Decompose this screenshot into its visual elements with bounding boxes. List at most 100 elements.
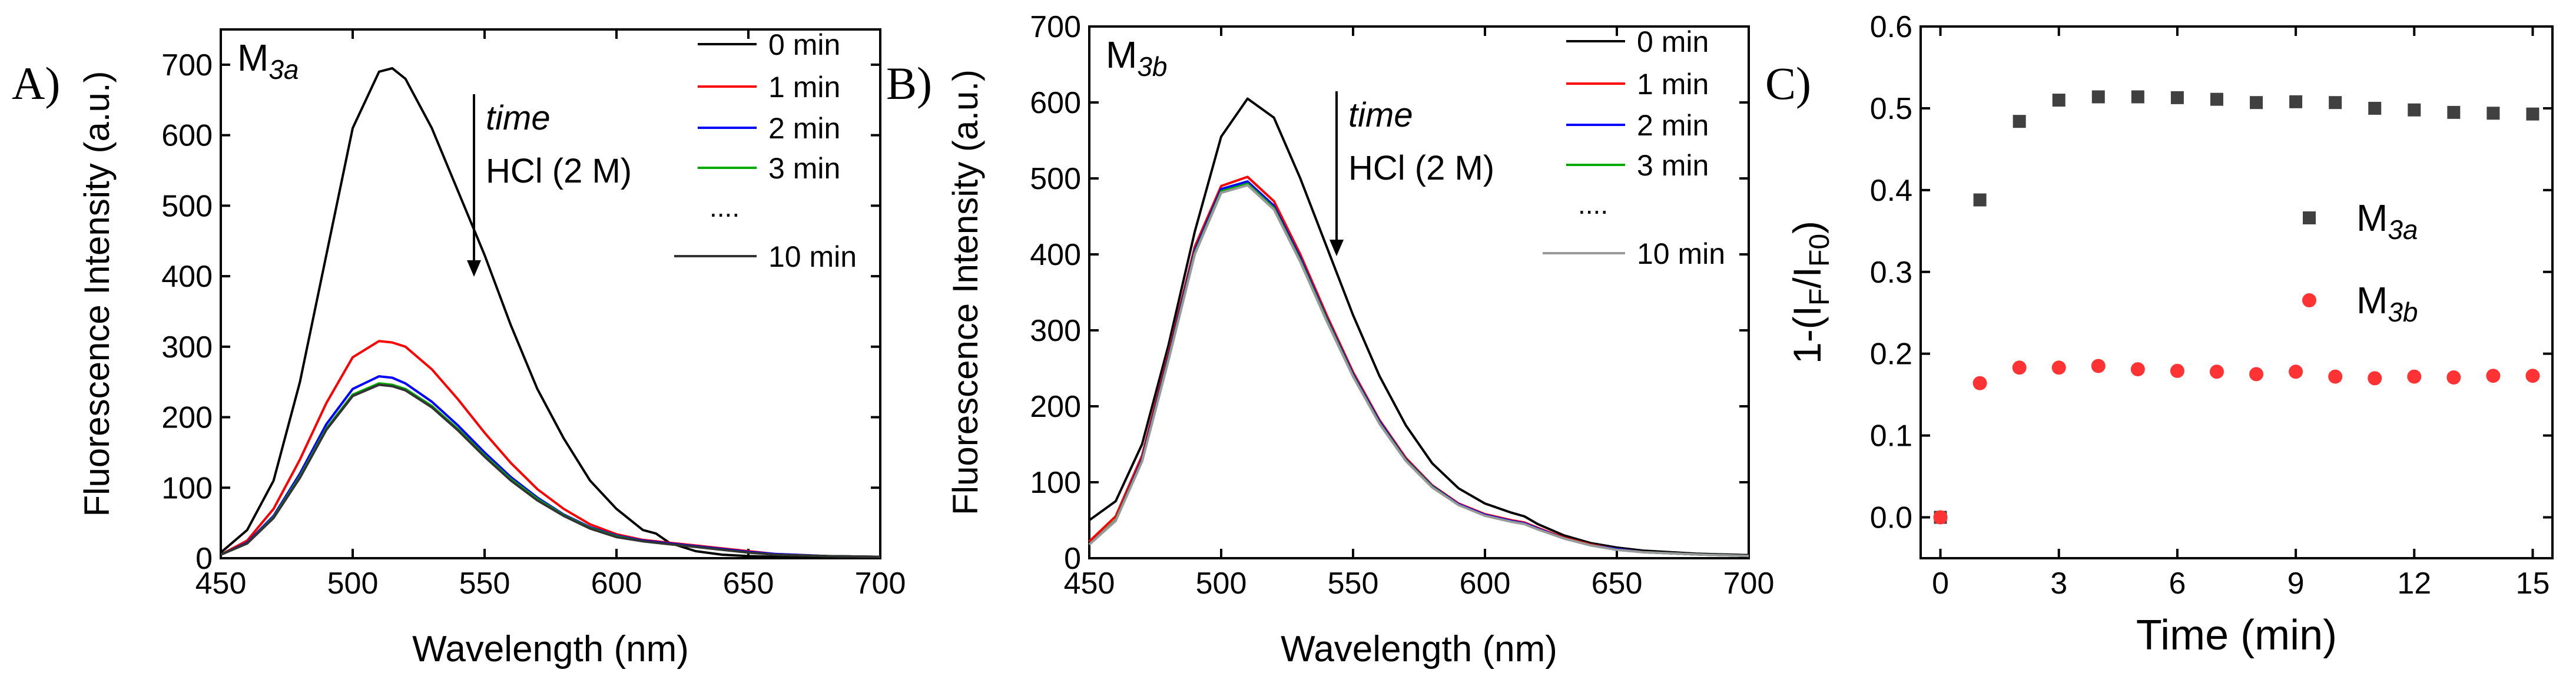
point-3b [2012, 360, 2027, 375]
annotation-acid: HCl (2 M) [486, 152, 632, 190]
legend-label: 10 min [1637, 237, 1725, 270]
legend-label: M3a [2356, 197, 2418, 245]
y-tick-label: 300 [161, 330, 213, 364]
annotation-time: time [486, 99, 551, 137]
point-3b [2091, 359, 2106, 373]
curve-2-min [220, 375, 881, 558]
x-axis-label: Time (min) [2136, 612, 2337, 659]
legend-marker [2302, 293, 2316, 307]
y-tick-label: 0 [195, 542, 213, 576]
legend-label-main: M [2356, 279, 2388, 322]
x-tick-label: 6 [2169, 566, 2186, 601]
legend-label-sub: 3a [2388, 214, 2418, 245]
y-tick-label: 100 [1030, 466, 1081, 500]
x-tick-label: 600 [591, 566, 642, 601]
x-tick-label: 700 [855, 566, 906, 601]
point-3b [2130, 362, 2145, 377]
sample-label: M3b [1106, 34, 1167, 82]
annotation-acid: HCl (2 M) [1348, 149, 1494, 187]
point-3a [2052, 94, 2066, 107]
panel-2: B) 450 500 550 600 650 700 0 100 200 300 400 500 600 7… [886, 10, 1774, 670]
legend-ellipsis: .... [1578, 189, 1608, 220]
panel-1: A) 450 500 550 600 650 700 0 100 200 300 400 500 600 7… [12, 28, 906, 670]
x-tick-label: 500 [1196, 566, 1247, 601]
y-axis-label: Fluorescence Intensity (a.u.) [946, 69, 985, 515]
curve-0-min [220, 67, 880, 559]
point-3a [2210, 92, 2223, 106]
point-3a [2447, 105, 2461, 119]
sample-label-sub: 3b [1137, 51, 1167, 82]
point-3b [2289, 364, 2303, 379]
point-3a [2526, 107, 2539, 121]
x-tick-label: 12 [2397, 566, 2431, 601]
y-tick-label: 0.5 [1870, 92, 1912, 126]
curve-10-min [220, 383, 881, 558]
time-arrowhead [467, 260, 481, 277]
y-axis-label: Fluorescence Intensity (a.u.) [77, 71, 117, 516]
x-tick-label: 550 [1328, 566, 1379, 601]
x-tick-label: 600 [1460, 566, 1511, 601]
y-tick-label: 0.0 [1870, 501, 1912, 535]
x-tick-label: 0 [1932, 566, 1949, 601]
y-axis-label: 1-(IF/IF0) [1785, 221, 1835, 364]
point-3b [2446, 370, 2461, 385]
legend-ellipsis: .... [710, 192, 740, 223]
y-tick-label: 100 [161, 471, 213, 505]
y-axis-label-part: F [1804, 289, 1835, 306]
point-3a [2131, 90, 2144, 104]
x-tick-label: 450 [195, 566, 247, 601]
y-tick-label: 300 [1030, 314, 1081, 348]
legend-marker [2303, 211, 2316, 224]
point-3b [1972, 376, 1987, 390]
point-3a [2170, 91, 2184, 104]
y-tick-label: 600 [161, 119, 213, 153]
y-axis-label-part: ) [1785, 221, 1829, 234]
point-3b [2051, 360, 2066, 375]
sample-label-main: M [237, 37, 268, 79]
y-tick-label: 700 [161, 48, 213, 82]
legend-label: 3 min [768, 152, 840, 185]
panel-label: C) [1765, 58, 1811, 109]
point-3b [2525, 369, 2540, 383]
point-3a [2329, 96, 2342, 110]
legend-label: 1 min [1637, 68, 1709, 101]
x-tick-label: 650 [1592, 566, 1643, 601]
plot-frame [220, 28, 881, 559]
point-3b [2328, 369, 2343, 384]
y-tick-label: 400 [1030, 238, 1081, 272]
panel-label: B) [886, 58, 932, 109]
y-tick-label: 700 [1030, 10, 1081, 44]
point-3b [1933, 510, 1948, 525]
y-tick-label: 500 [1030, 162, 1081, 196]
point-3a [2091, 90, 2105, 104]
panel-3: C) 0 3 6 9 12 15 0.0 0.1 0.2 0.3 0.4 0.5 0.6 Time (min… [1765, 10, 2554, 659]
sample-label-sub: 3a [268, 54, 299, 85]
y-tick-label: 0.1 [1870, 419, 1912, 453]
y-tick-label: 0 [1064, 542, 1081, 576]
legend-label: 1 min [768, 71, 840, 104]
x-axis-label: Wavelength (nm) [1281, 629, 1557, 670]
y-tick-label: 0.2 [1870, 337, 1912, 372]
annotation-time: time [1348, 96, 1413, 134]
y-axis-label-part: 1-(I [1785, 306, 1829, 364]
legend-label: 0 min [1637, 25, 1709, 58]
time-arrowhead [1330, 240, 1344, 256]
panel-label: A) [12, 58, 60, 109]
y-tick-label: 200 [1030, 390, 1081, 424]
point-3a [2487, 107, 2500, 120]
y-tick-label: 500 [161, 189, 213, 223]
y-tick-label: 0.6 [1870, 10, 1912, 44]
point-3b [2368, 371, 2382, 386]
x-tick-label: 450 [1064, 566, 1115, 601]
plot-frame [1088, 25, 1750, 559]
y-tick-label: 600 [1030, 86, 1081, 120]
curve-3-min [220, 382, 881, 558]
point-3a [1973, 193, 1987, 207]
curve-1-min [1088, 175, 1749, 558]
point-3b [2170, 363, 2184, 378]
x-tick-label: 500 [327, 566, 379, 601]
point-3b [2407, 369, 2422, 384]
x-tick-label: 3 [2050, 566, 2067, 601]
curve-10-min [1088, 184, 1749, 558]
x-tick-label: 9 [2287, 566, 2305, 601]
